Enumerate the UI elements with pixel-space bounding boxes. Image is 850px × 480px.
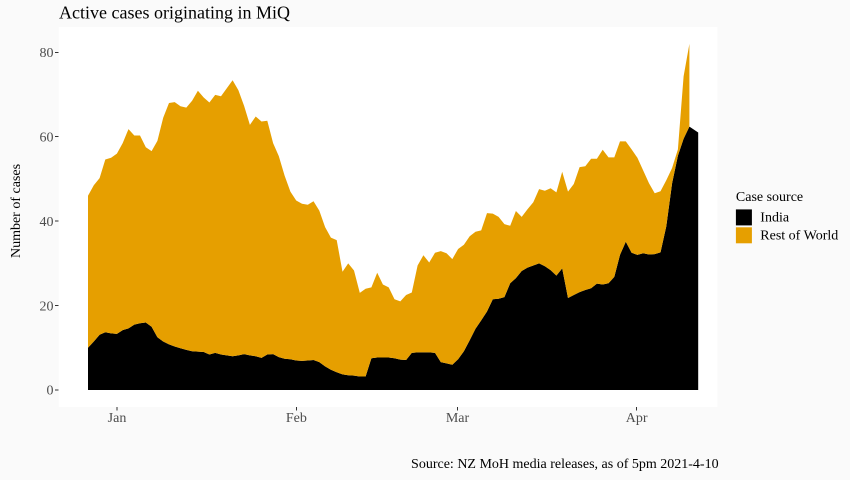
svg-text:Source: NZ MoH media releases,: Source: NZ MoH media releases, as of 5pm…	[411, 457, 719, 472]
svg-text:Feb: Feb	[286, 411, 307, 426]
svg-text:Jan: Jan	[108, 411, 127, 426]
svg-text:60: 60	[40, 130, 54, 145]
svg-text:Active cases originating in Mi: Active cases originating in MiQ	[59, 2, 290, 22]
svg-text:40: 40	[40, 215, 54, 230]
svg-text:80: 80	[40, 46, 54, 61]
svg-text:Apr: Apr	[626, 411, 648, 426]
svg-text:0: 0	[47, 384, 54, 399]
svg-text:Number of cases: Number of cases	[9, 164, 24, 258]
svg-text:India: India	[760, 211, 790, 226]
svg-text:Case source: Case source	[736, 190, 803, 205]
svg-text:Rest of World: Rest of World	[760, 229, 838, 244]
svg-text:20: 20	[40, 299, 54, 314]
svg-text:Mar: Mar	[446, 411, 470, 426]
